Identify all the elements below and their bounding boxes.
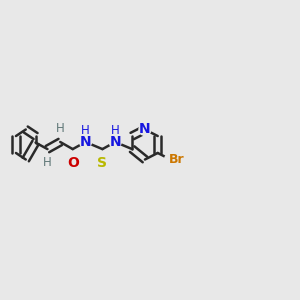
Circle shape [80, 136, 92, 148]
Circle shape [97, 158, 108, 168]
Text: N: N [139, 122, 151, 136]
Circle shape [42, 158, 52, 168]
Circle shape [110, 125, 121, 136]
Circle shape [97, 157, 108, 169]
Text: S: S [98, 156, 107, 170]
Circle shape [80, 125, 91, 136]
Text: H: H [43, 156, 52, 169]
Circle shape [165, 154, 176, 166]
Circle shape [139, 124, 151, 135]
Circle shape [68, 158, 78, 168]
Text: H: H [111, 124, 120, 137]
Circle shape [171, 154, 182, 165]
Circle shape [109, 136, 121, 148]
Circle shape [67, 157, 79, 169]
Circle shape [110, 136, 121, 147]
Circle shape [140, 124, 150, 135]
Text: O: O [67, 156, 79, 170]
Text: H: H [56, 122, 64, 135]
Circle shape [55, 124, 65, 134]
Circle shape [80, 136, 91, 147]
Text: N: N [110, 135, 121, 149]
Text: H: H [81, 124, 90, 137]
Text: Br: Br [169, 153, 184, 166]
Text: N: N [80, 135, 91, 149]
